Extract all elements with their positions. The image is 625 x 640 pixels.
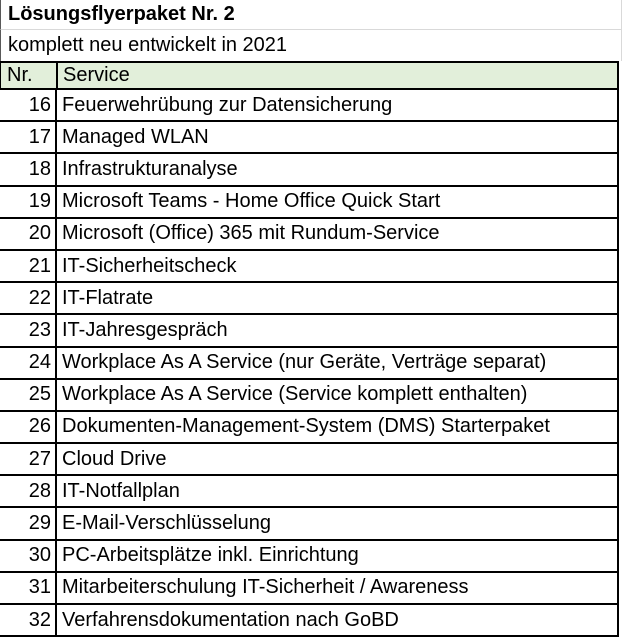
cell-service[interactable]: Feuerwehrübung zur Datensicherung bbox=[62, 93, 393, 116]
cell-service[interactable]: IT-Notfallplan bbox=[62, 479, 180, 502]
cell-service[interactable]: Managed WLAN bbox=[62, 125, 209, 148]
table-body: 16 Feuerwehrübung zur Datensicherung 17 Man… bbox=[0, 90, 625, 638]
subtitle-row: komplett neu entwickelt in 2021 bbox=[0, 30, 622, 61]
cell-nr[interactable]: 19 bbox=[0, 186, 57, 217]
cell-service[interactable]: Workplace As A Service (Service komplett… bbox=[62, 383, 528, 406]
column-header-nr[interactable]: Nr. bbox=[1, 63, 58, 88]
table-header: Nr. Service bbox=[0, 61, 619, 90]
table-row: 16 Feuerwehrübung zur Datensicherung bbox=[0, 90, 619, 123]
table-row: 30 PC-Arbeitsplätze inkl. Einrichtung bbox=[0, 540, 619, 573]
cell-service[interactable]: Verfahrensdokumentation nach GoBD bbox=[62, 608, 399, 631]
cell-service[interactable]: Mitarbeiterschulung IT-Sicherheit / Awar… bbox=[62, 576, 469, 599]
cell-service[interactable]: PC-Arbeitsplätze inkl. Einrichtung bbox=[62, 544, 359, 567]
cell-nr[interactable]: 20 bbox=[0, 218, 57, 249]
table-row: 27 Cloud Drive bbox=[0, 444, 619, 477]
cell-nr[interactable]: 18 bbox=[0, 154, 57, 185]
cell-nr[interactable]: 25 bbox=[0, 379, 57, 410]
table-row: 29 E-Mail-Verschlüsselung bbox=[0, 508, 619, 541]
table-row: 26 Dokumenten-Management-System (DMS) Sta… bbox=[0, 411, 619, 445]
table-row: 21 IT-Sicherheitscheck bbox=[0, 250, 619, 284]
cell-nr[interactable]: 32 bbox=[0, 605, 57, 636]
cell-service[interactable]: IT-Jahresgespräch bbox=[62, 318, 228, 341]
cell-nr[interactable]: 21 bbox=[0, 250, 57, 282]
cell-service[interactable]: IT-Flatrate bbox=[62, 286, 154, 309]
cell-service[interactable]: Cloud Drive bbox=[62, 447, 167, 470]
cell-nr[interactable]: 30 bbox=[0, 540, 57, 571]
cell-nr[interactable]: 24 bbox=[0, 347, 57, 378]
cell-service[interactable]: Dokumenten-Management-System (DMS) Start… bbox=[62, 415, 550, 438]
table-row: 24 Workplace As A Service (nur Geräte, Ve… bbox=[0, 347, 619, 380]
subtitle: komplett neu entwickelt in 2021 bbox=[8, 34, 288, 56]
cell-service[interactable]: Microsoft Teams - Home Office Quick Star… bbox=[62, 190, 441, 213]
table-row: 18 Infrastrukturanalyse bbox=[0, 154, 619, 187]
page-title: Lösungsflyerpaket Nr. 2 bbox=[8, 3, 235, 25]
table-row: 25 Workplace As A Service (Service komple… bbox=[0, 379, 619, 412]
cell-nr[interactable]: 23 bbox=[0, 315, 57, 346]
table-row: 32 Verfahrensdokumentation nach GoBD bbox=[0, 605, 619, 638]
table-row: 23 IT-Jahresgespräch bbox=[0, 315, 619, 348]
cell-service[interactable]: E-Mail-Verschlüsselung bbox=[62, 512, 271, 535]
cell-nr[interactable]: 26 bbox=[0, 411, 57, 443]
column-header-service[interactable]: Service bbox=[63, 64, 130, 86]
table-row: 28 IT-Notfallplan bbox=[0, 476, 619, 509]
cell-nr[interactable]: 29 bbox=[0, 508, 57, 539]
title-row: Lösungsflyerpaket Nr. 2 bbox=[0, 0, 622, 30]
cell-service[interactable]: Infrastrukturanalyse bbox=[62, 157, 238, 180]
cell-nr[interactable]: 22 bbox=[0, 283, 57, 314]
cell-nr[interactable]: 27 bbox=[0, 444, 57, 475]
cell-nr[interactable]: 28 bbox=[0, 476, 57, 507]
table-row: 17 Managed WLAN bbox=[0, 122, 619, 155]
cell-service[interactable]: IT-Sicherheitscheck bbox=[62, 254, 237, 277]
table-row: 19 Microsoft Teams - Home Office Quick St… bbox=[0, 186, 619, 219]
cell-nr[interactable]: 31 bbox=[0, 572, 57, 603]
cell-service[interactable]: Microsoft (Office) 365 mit Rundum-Servic… bbox=[62, 222, 440, 245]
table-row: 31 Mitarbeiterschulung IT-Sicherheit / Aw… bbox=[0, 572, 619, 605]
cell-nr[interactable]: 16 bbox=[0, 90, 57, 121]
cell-nr[interactable]: 17 bbox=[0, 122, 57, 153]
table-row: 22 IT-Flatrate bbox=[0, 283, 619, 316]
cell-service[interactable]: Workplace As A Service (nur Geräte, Vert… bbox=[62, 351, 547, 374]
table-row: 20 Microsoft (Office) 365 mit Rundum-Serv… bbox=[0, 218, 619, 251]
